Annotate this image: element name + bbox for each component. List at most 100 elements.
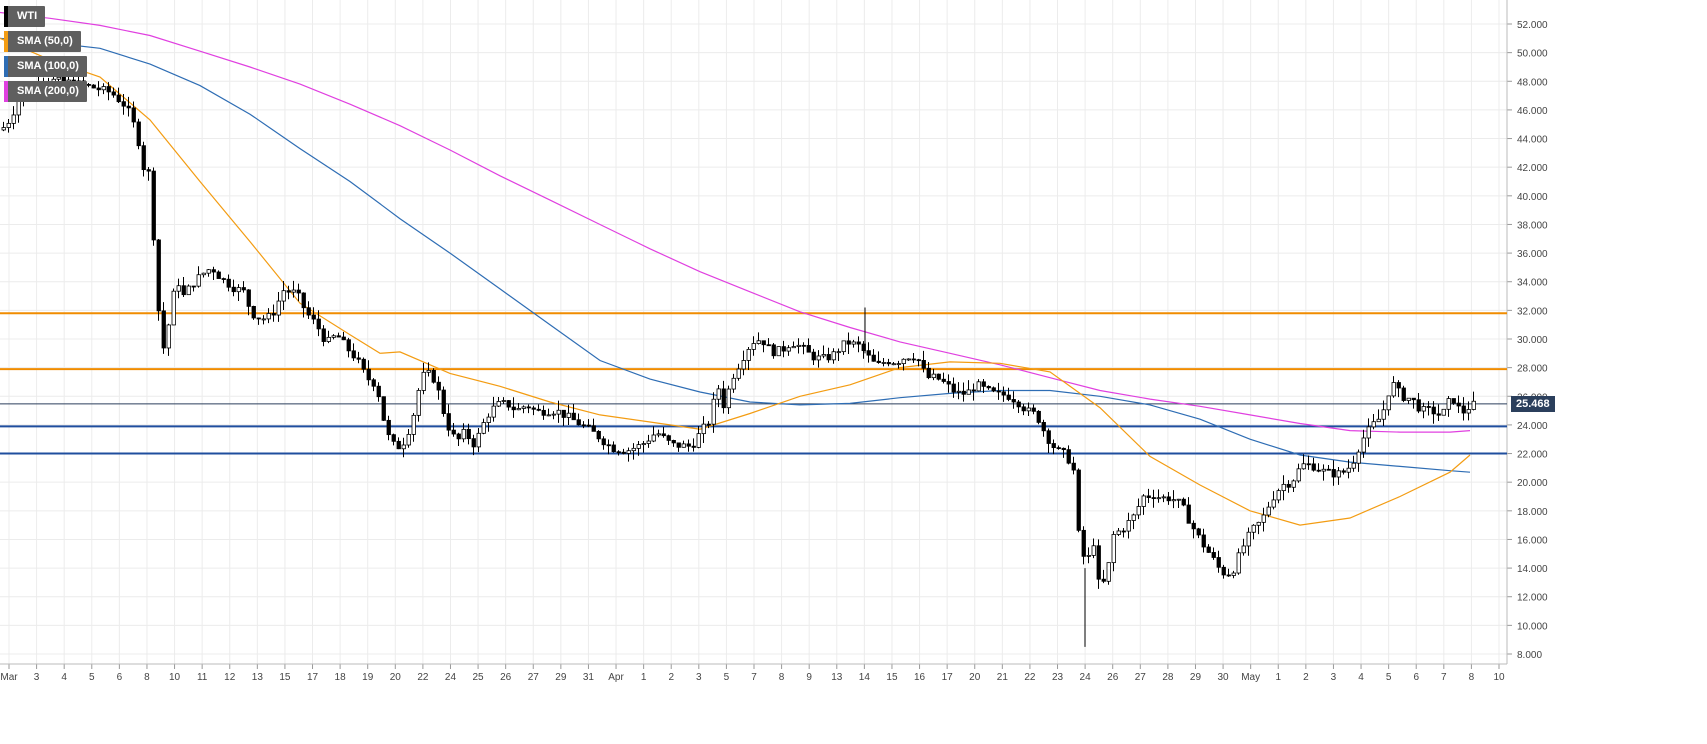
candle-body — [381, 396, 386, 421]
candle-body — [761, 340, 766, 346]
candle-body — [101, 86, 106, 91]
legend-swatch-sma50 — [4, 31, 8, 52]
candle-body — [336, 335, 341, 338]
candle-body — [1291, 480, 1296, 488]
candle-body — [866, 350, 871, 356]
candle-body — [1316, 469, 1321, 472]
candle-body — [286, 290, 291, 293]
candle-body — [401, 444, 406, 450]
y-tick-label: 46.000 — [1517, 106, 1548, 117]
candle-body — [1461, 405, 1466, 414]
candle-body — [956, 390, 961, 393]
candle-body — [1171, 499, 1176, 502]
candle-body — [201, 272, 206, 276]
candle-body — [246, 289, 251, 307]
candle-body — [436, 381, 441, 391]
x-tick-label: 6 — [1413, 672, 1419, 683]
candle-body — [181, 285, 186, 296]
candle-body — [741, 360, 746, 370]
candle-body — [796, 344, 801, 347]
candle-body — [1166, 496, 1171, 502]
legend-swatch-sma100 — [4, 56, 8, 77]
candle-body — [876, 360, 881, 363]
candle-body — [1161, 496, 1166, 499]
candle-body — [1396, 382, 1401, 389]
candle-body — [731, 377, 736, 390]
x-tick-label: May — [1241, 672, 1260, 683]
candle-body — [801, 344, 806, 347]
candle-body — [451, 429, 456, 435]
candle-body — [936, 373, 941, 380]
candle-body — [896, 363, 901, 366]
x-tick-label: 1 — [1275, 672, 1281, 683]
candle-body — [591, 425, 596, 432]
sma50-line — [0, 37, 1471, 526]
candle-body — [1006, 394, 1011, 400]
candle-body — [1391, 382, 1396, 397]
candle-body — [1001, 391, 1006, 396]
candle-body — [351, 350, 356, 359]
y-tick-label: 14.000 — [1517, 564, 1548, 575]
candle-body — [196, 274, 201, 287]
candle-body — [1216, 557, 1221, 568]
x-tick-label: 24 — [1080, 672, 1092, 683]
x-tick-label: 31 — [583, 672, 595, 683]
candle-body — [831, 351, 836, 361]
legend-item-sma100[interactable]: SMA (100,0) — [4, 56, 87, 77]
x-tick-label: 11 — [197, 672, 208, 683]
candle-body — [86, 83, 91, 86]
candle-body — [146, 169, 151, 172]
candle-body — [1381, 409, 1386, 420]
x-tick-label: 13 — [831, 672, 843, 683]
candle-body — [1341, 470, 1346, 473]
legend-item-wti[interactable]: WTI — [4, 6, 46, 27]
candle-body — [116, 94, 121, 103]
candle-body — [1286, 483, 1291, 488]
x-tick-label: 14 — [859, 672, 871, 683]
candle-body — [1326, 468, 1331, 471]
x-tick-label: 17 — [942, 672, 954, 683]
candle-body — [1256, 521, 1261, 526]
candle-body — [1261, 514, 1266, 523]
candle-body — [1191, 522, 1196, 530]
candle-body — [346, 339, 351, 352]
candle-body — [456, 433, 461, 440]
candle-body — [411, 414, 416, 435]
candle-body — [966, 389, 971, 395]
candle-body — [226, 278, 231, 288]
candle-body — [341, 336, 346, 341]
candle-body — [311, 314, 316, 320]
candle-body — [1431, 406, 1436, 415]
candle-body — [536, 408, 541, 411]
x-tick-label: 5 — [1386, 672, 1392, 683]
candle-body — [1041, 422, 1046, 432]
candle-body — [981, 381, 986, 387]
candle-body — [1, 127, 6, 131]
legend-item-sma50[interactable]: SMA (50,0) — [4, 31, 81, 52]
candle-body — [1361, 437, 1366, 453]
legend-item-sma200[interactable]: SMA (200,0) — [4, 81, 87, 102]
candle-body — [11, 114, 16, 124]
candle-body — [651, 434, 656, 442]
candle-body — [631, 447, 636, 452]
candle-body — [1456, 402, 1461, 407]
candle-body — [1051, 443, 1056, 449]
x-tick-label: 1 — [641, 672, 647, 683]
candle-body — [641, 443, 646, 446]
candle-body — [781, 346, 786, 352]
candle-body — [276, 300, 281, 316]
y-tick-label: 16.000 — [1517, 535, 1548, 546]
x-tick-label: 22 — [1024, 672, 1036, 683]
candle-body — [951, 383, 956, 393]
candle-body — [326, 336, 331, 342]
x-tick-label: 26 — [500, 672, 512, 683]
candle-body — [491, 405, 496, 418]
candle-body — [721, 388, 726, 409]
y-tick-label: 28.000 — [1517, 364, 1548, 375]
candle-body — [806, 345, 811, 353]
candle-body — [371, 379, 376, 387]
candle-body — [416, 390, 421, 416]
x-tick-label: 3 — [1331, 672, 1337, 683]
candle-body — [511, 406, 516, 411]
